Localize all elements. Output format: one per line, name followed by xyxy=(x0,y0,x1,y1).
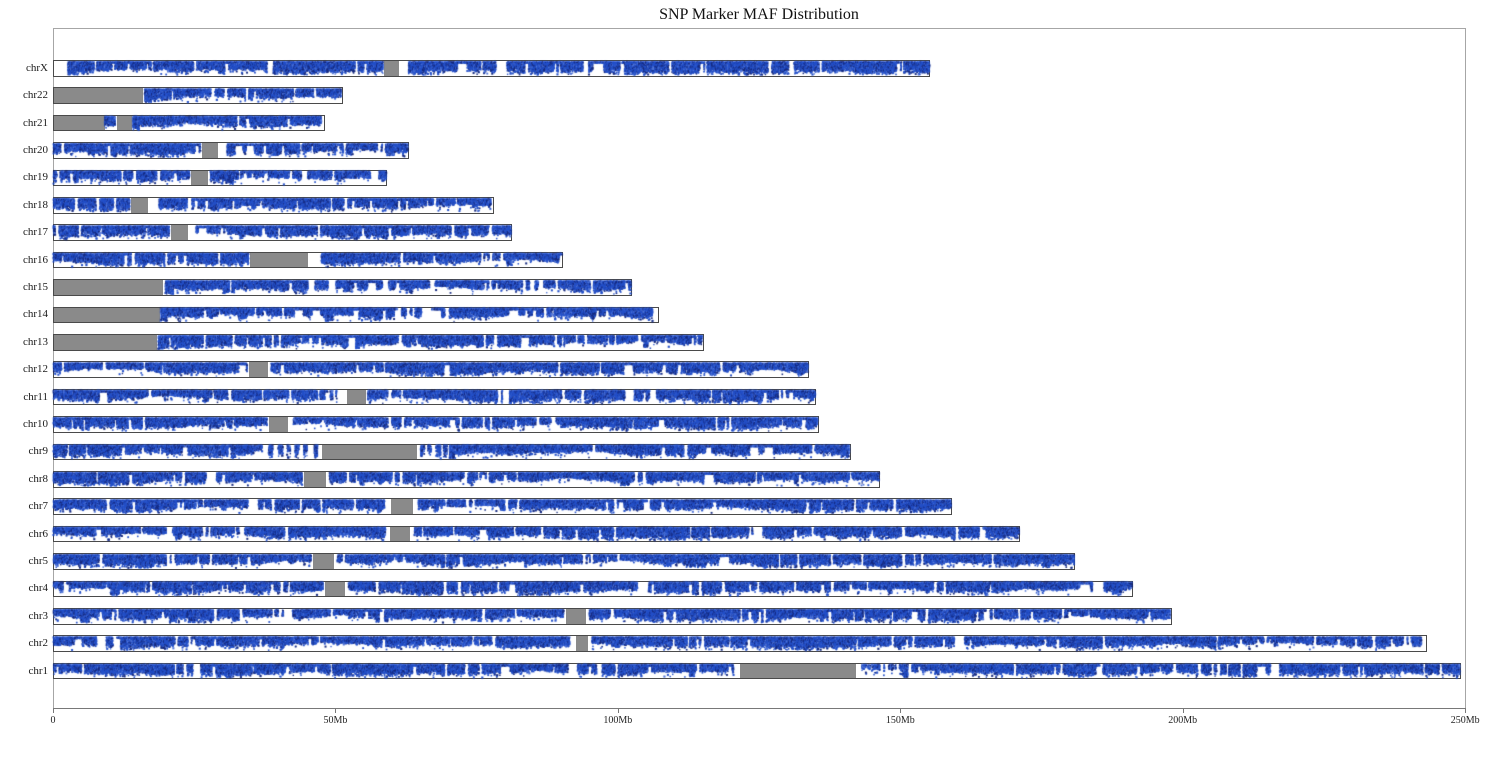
x-axis-tick-250Mb xyxy=(1465,708,1467,713)
x-axis-tick-label-0: 0 xyxy=(50,715,56,726)
x-axis-tick-0 xyxy=(53,708,54,713)
x-axis-tick-200Mb xyxy=(1182,708,1184,713)
x-axis-tick-50Mb xyxy=(335,708,337,713)
x-axis-tick-100Mb xyxy=(617,708,619,713)
x-axis-tick-label-100Mb: 100Mb xyxy=(603,715,633,726)
x-axis-tick-label-200Mb: 200Mb xyxy=(1168,715,1198,726)
x-axis-tick-label-250Mb: 250Mb xyxy=(1450,715,1480,726)
x-axis-tick-150Mb xyxy=(900,708,902,713)
x-axis-tick-label-150Mb: 150Mb xyxy=(885,715,915,726)
x-axis-tick-label-50Mb: 50Mb xyxy=(323,715,348,726)
x-axis-line xyxy=(52,708,1466,709)
